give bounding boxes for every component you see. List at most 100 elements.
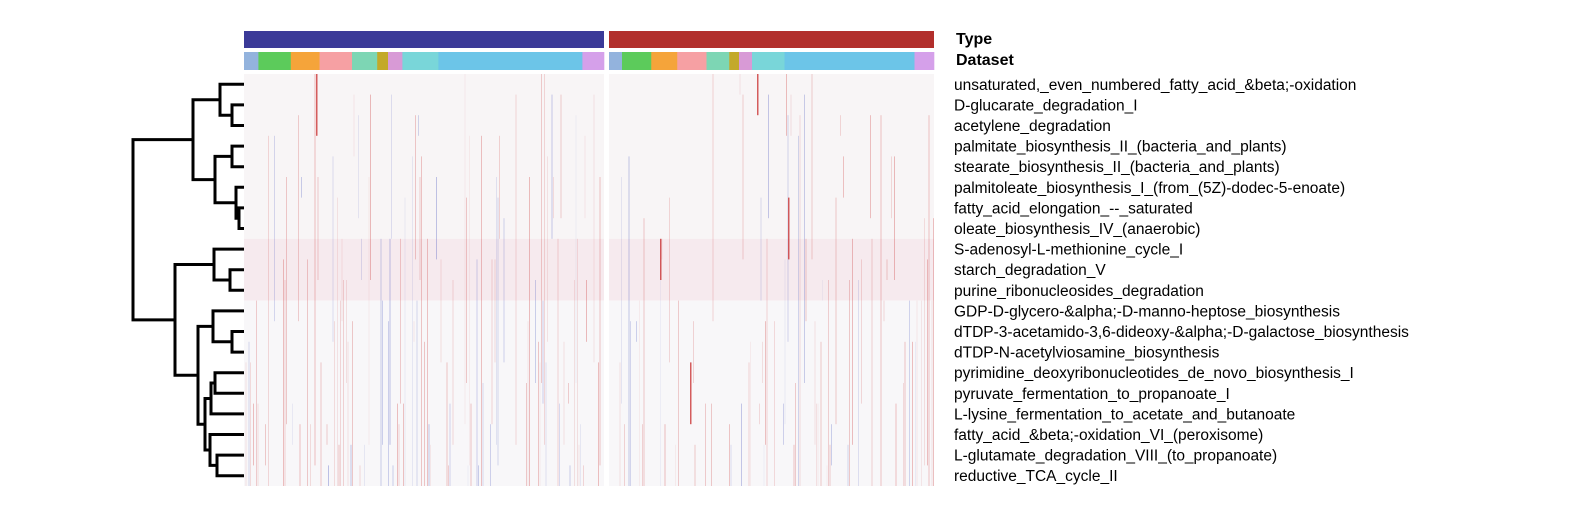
heatmap-cell: [265, 424, 266, 466]
heatmap-cell: [870, 115, 871, 219]
heatmap-cell: [880, 115, 882, 486]
heatmap-cell: [784, 259, 786, 425]
heatmap-cell: [515, 94, 517, 445]
heatmap-cell: [452, 280, 454, 445]
heatmap-cell: [499, 135, 500, 239]
heatmap-cell: [448, 465, 449, 486]
row-label: palmitoleate_biosynthesis_I_(from_(5Z)-d…: [954, 180, 1345, 197]
heatmap-cell: [664, 424, 666, 486]
heatmap-cell: [253, 403, 254, 466]
row-label: S-adenosyl-L-methionine_cycle_I: [954, 242, 1183, 259]
heatmap-cell: [314, 74, 316, 466]
heatmap-cell: [424, 341, 425, 486]
dataset-segment: [651, 52, 678, 70]
heatmap-cell: [624, 424, 625, 486]
heatmap-cell: [449, 403, 451, 486]
heatmap-cell: [274, 135, 275, 322]
heatmap-cell: [903, 383, 904, 486]
heatmap-cell: [283, 259, 284, 486]
heatmap-cell: [933, 218, 934, 486]
heatmap-cell: [526, 383, 527, 486]
heatmap-cell: [427, 238, 428, 486]
heatmap-cell: [729, 424, 730, 486]
heatmap-cell: [542, 300, 544, 404]
heatmap-cell: [292, 403, 293, 445]
type-segment: [609, 31, 934, 48]
heatmap-cell: [496, 177, 497, 445]
heatmap-cell: [847, 444, 849, 486]
heatmap-cell: [763, 444, 765, 486]
heatmap-cell: [831, 424, 832, 466]
heatmap-cell: [643, 218, 645, 486]
heatmap-cell: [757, 74, 759, 116]
dataset-segment: [729, 52, 740, 70]
heatmap-cell: [928, 115, 930, 486]
heatmap-cell: [598, 362, 599, 486]
heatmap-cell: [891, 156, 892, 219]
heatmap-cell: [560, 94, 562, 219]
dataset-segment: [352, 52, 378, 70]
row-label: L-lysine_fermentation_to_acetate_and_but…: [954, 406, 1295, 423]
heatmap-cell: [482, 383, 484, 486]
dendrogram-branch: [208, 433, 246, 467]
dataset-annotation-label: Dataset: [956, 52, 1014, 69]
row-label: acetylene_degradation: [954, 118, 1111, 135]
heatmap-cell: [404, 197, 406, 486]
heatmap-cell: [416, 300, 418, 486]
heatmap-cell: [817, 403, 819, 486]
heatmap-cell: [347, 341, 349, 486]
heatmap-cell: [661, 238, 663, 260]
heatmap-cell: [430, 444, 431, 486]
heatmap-cell: [786, 74, 787, 136]
heatmap-cell: [816, 403, 817, 486]
heatmap-cell: [494, 259, 496, 363]
heatmap-cell: [298, 115, 299, 322]
heatmap-cell: [538, 341, 539, 486]
heatmap-cell: [642, 424, 643, 486]
heatmap-cluster-band: [244, 238, 604, 301]
dataset-segment: [438, 52, 583, 70]
heatmap-cell: [419, 177, 421, 280]
heatmap-cell: [413, 321, 415, 342]
heatmap-cell: [894, 156, 895, 280]
heatmap-cell: [636, 321, 637, 342]
heatmap-cell: [630, 321, 631, 486]
heatmap-cell: [790, 94, 792, 136]
heatmap-cell: [529, 177, 530, 486]
heatmap-cell: [391, 94, 392, 239]
heatmap-cell: [580, 424, 581, 486]
heatmap-cell: [694, 444, 696, 486]
heatmap-cell: [382, 300, 383, 445]
heatmap-cell: [359, 465, 361, 486]
heatmap-cell: [503, 218, 505, 363]
heatmap-cell: [924, 218, 925, 466]
dataset-segment: [752, 52, 785, 70]
type-annotation-bar: [244, 31, 934, 48]
heatmap-cell: [774, 321, 775, 486]
dataset-segment: [622, 52, 652, 70]
heatmap-cell: [541, 74, 542, 383]
row-label: purine_ribonucleosides_degradation: [954, 283, 1204, 300]
heatmap-cell: [338, 444, 340, 486]
heatmap-cell: [574, 280, 575, 486]
heatmap-cell: [418, 115, 419, 136]
dataset-segment: [258, 52, 292, 70]
type-annotation-label: Type: [956, 31, 992, 48]
heatmap-cell: [586, 280, 587, 342]
heatmap-cell: [858, 280, 859, 486]
heatmap-cell: [352, 321, 353, 486]
heatmap-cell: [421, 156, 422, 486]
heatmap-cell: [337, 197, 338, 486]
heatmap-cell: [750, 341, 751, 486]
heatmap-cell: [748, 362, 750, 486]
heatmap-cell: [599, 177, 601, 466]
row-label: fatty_acid_&beta;-oxidation_VI_(peroxiso…: [954, 427, 1263, 444]
heatmap-cell: [380, 238, 382, 486]
heatmap-cell: [358, 115, 359, 219]
row-dendrogram: [131, 82, 246, 478]
dataset-segment: [739, 52, 753, 70]
heatmap-cell: [593, 94, 595, 363]
heatmap-cell: [798, 135, 799, 487]
heatmap-cell: [759, 403, 760, 425]
heatmap-cell: [544, 74, 545, 445]
